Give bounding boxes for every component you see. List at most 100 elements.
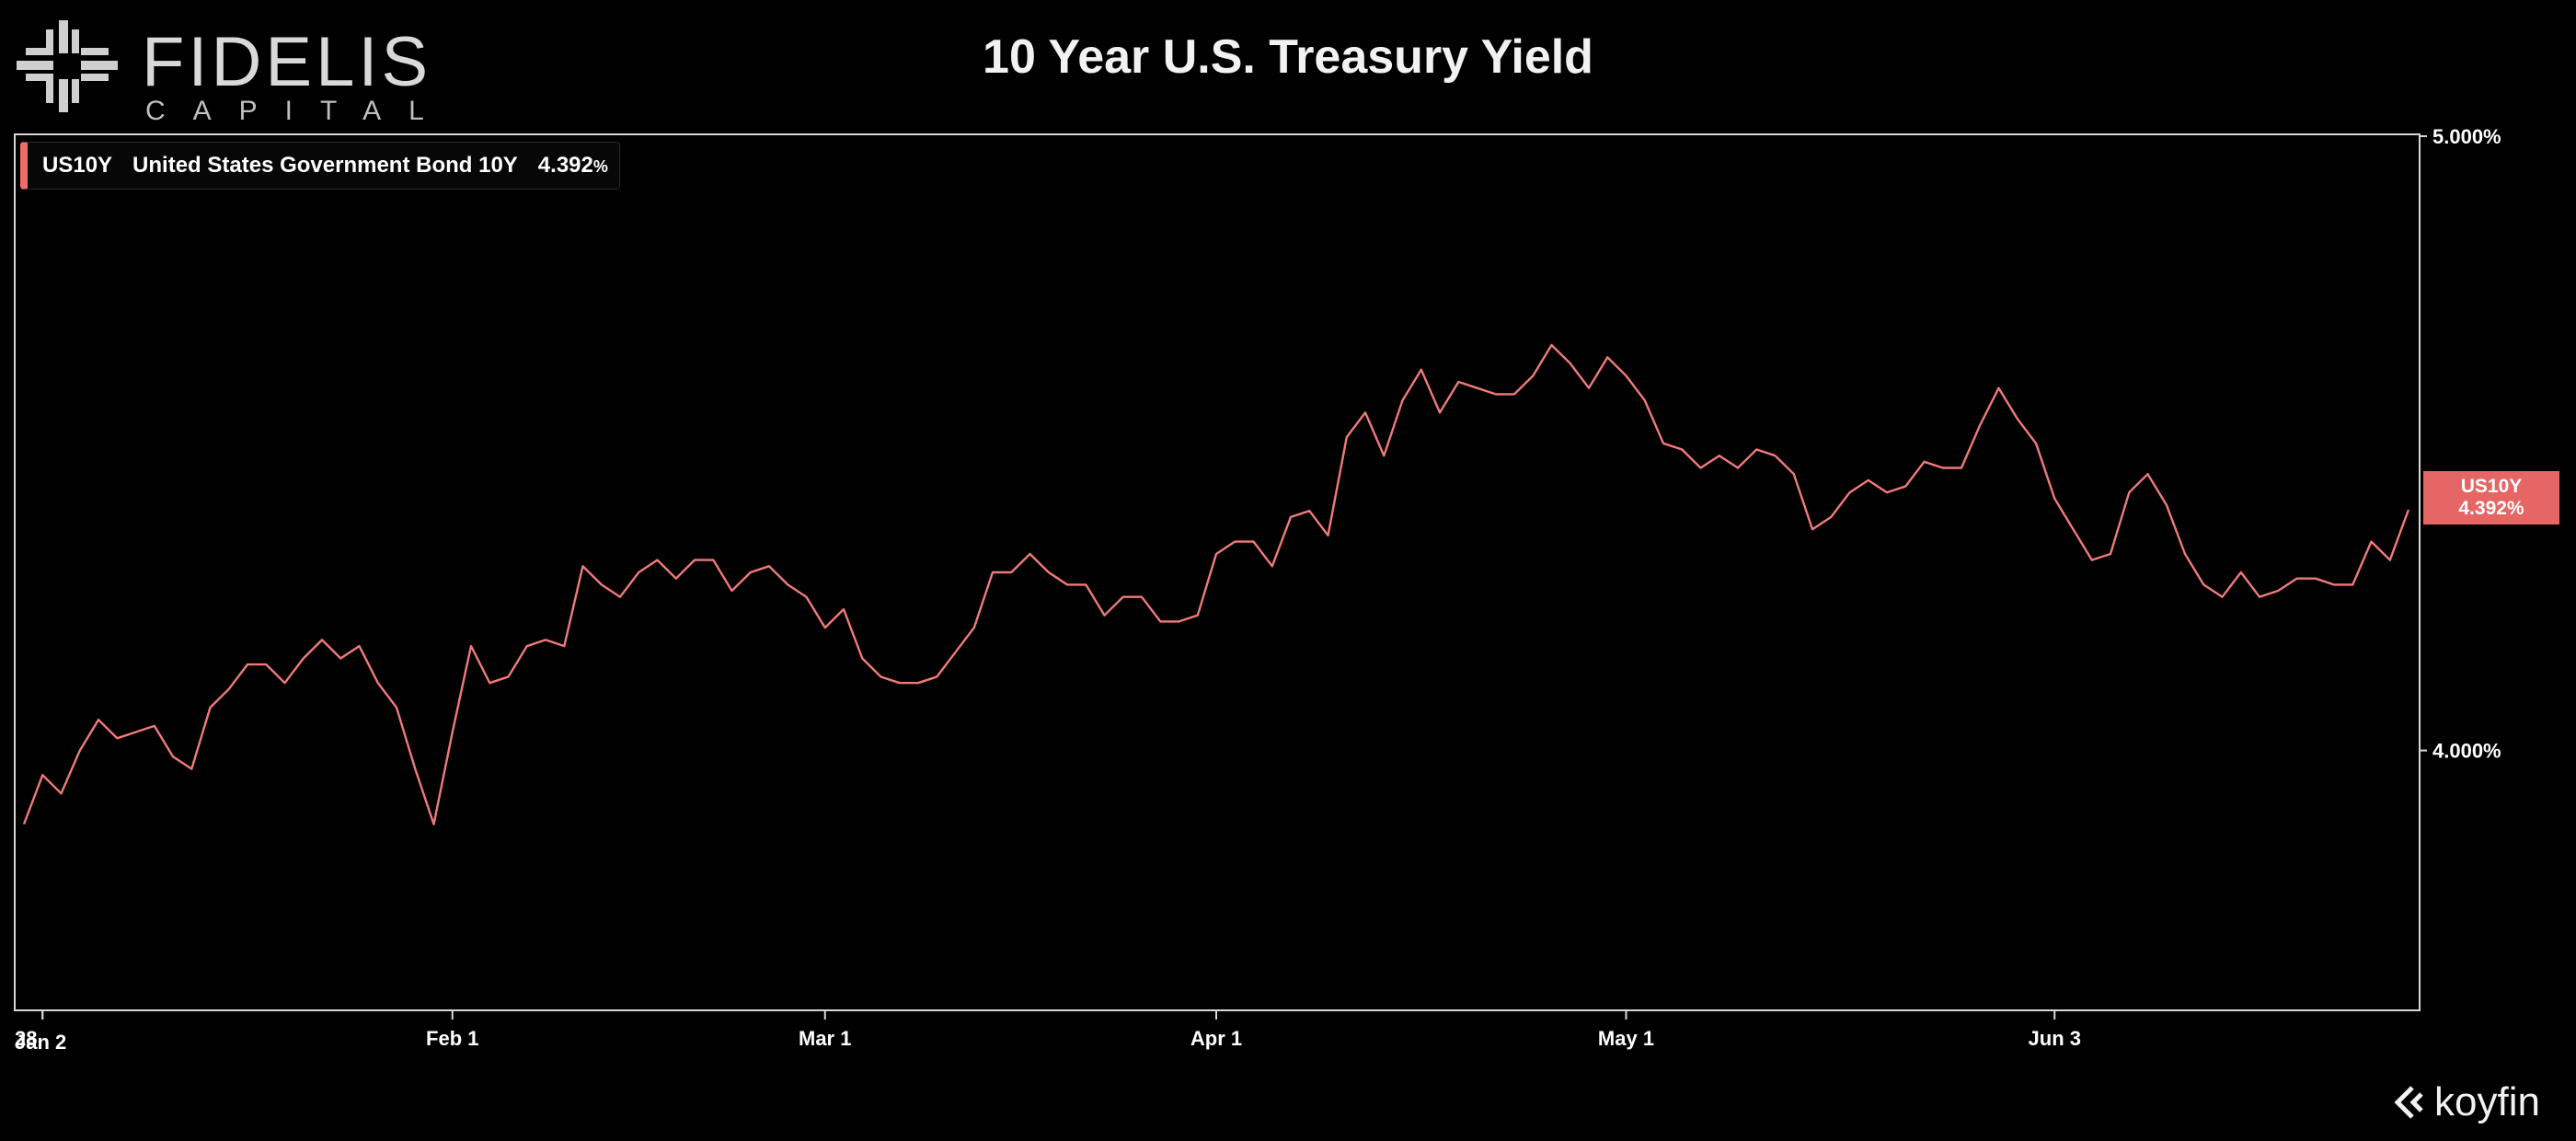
data-point: [209, 706, 213, 709]
data-point: [880, 674, 883, 678]
data-point: [40, 773, 44, 777]
x-tick-label: Apr 1: [1190, 1027, 1242, 1050]
data-point: [22, 823, 26, 826]
data-point: [1662, 442, 1665, 445]
data-point: [283, 681, 287, 685]
data-point: [488, 681, 491, 685]
data-point: [171, 755, 175, 758]
data-point: [1252, 540, 1256, 544]
data-point: [1978, 423, 1982, 427]
data-point: [1923, 460, 1926, 464]
data-point: [2295, 577, 2299, 581]
data-point: [2314, 577, 2317, 581]
data-point: [1829, 515, 1833, 519]
data-point: [2370, 540, 2374, 544]
legend-ticker: US10Y: [42, 153, 113, 178]
data-point: [246, 663, 249, 666]
data-point: [544, 638, 547, 641]
last-tag-ticker: US10Y: [2460, 476, 2523, 497]
data-point: [1997, 386, 2001, 390]
data-point: [264, 663, 268, 666]
data-point: [1643, 398, 1647, 402]
data-point: [97, 718, 100, 721]
data-point: [581, 564, 585, 568]
data-point: [2202, 582, 2205, 586]
data-point: [1736, 467, 1740, 470]
data-point: [2090, 559, 2094, 562]
chart-title: 10 Year U.S. Treasury Yield: [983, 30, 1593, 84]
data-point: [1699, 467, 1703, 470]
data-point: [693, 559, 696, 562]
data-point: [302, 656, 305, 660]
data-point: [2165, 503, 2168, 507]
data-point: [2239, 570, 2243, 574]
data-point: [1456, 380, 1460, 384]
data-point: [767, 564, 771, 568]
data-point: [1550, 343, 1554, 347]
x-tick-label: Mar 1: [799, 1027, 851, 1050]
data-point: [1587, 386, 1591, 390]
legend-value-group: 4.392%: [538, 153, 608, 179]
koyfin-wordmark: koyfin: [2434, 1079, 2540, 1124]
y-tick-label: 4.000%: [2432, 740, 2501, 763]
data-point: [954, 651, 958, 654]
legend-value: 4.392: [537, 153, 593, 178]
data-point: [2407, 508, 2410, 512]
data-point: [1029, 552, 1032, 556]
fidelis-logo: FIDELIS CAPITAL: [13, 15, 436, 125]
data-point: [1382, 454, 1386, 457]
data-point: [1289, 515, 1293, 519]
data-point: [1420, 368, 1423, 372]
data-point: [2351, 582, 2354, 586]
data-point: [451, 731, 454, 734]
data-point: [1680, 447, 1684, 451]
data-point: [1214, 552, 1218, 556]
series-legend[interactable]: US10Y United States Government Bond 10Y …: [20, 142, 620, 190]
data-point: [1903, 485, 1907, 489]
data-point: [1084, 582, 1087, 586]
data-point: [2053, 497, 2056, 501]
legend-unit: %: [592, 157, 608, 176]
x-tick-label: Jun 3: [2029, 1027, 2081, 1050]
data-point: [1754, 447, 1758, 451]
data-point: [78, 749, 82, 753]
data-point: [674, 577, 678, 581]
x-tick-label: Feb 1: [426, 1027, 478, 1050]
data-point: [898, 681, 902, 685]
koyfin-logo-icon: [2394, 1086, 2423, 1119]
data-point: [2183, 552, 2187, 556]
data-point: [413, 767, 417, 771]
data-point: [1233, 540, 1236, 544]
legend-name: United States Government Bond 10Y: [132, 153, 518, 178]
data-point: [320, 638, 324, 641]
data-point: [637, 570, 640, 574]
data-point: [1867, 478, 1870, 482]
data-point: [1307, 509, 1311, 513]
data-point: [1960, 467, 1963, 470]
brand-subtitle: CAPITAL: [145, 96, 452, 126]
data-point: [749, 570, 753, 574]
x-tick-label: Jan 2: [15, 1031, 66, 1054]
data-point: [1047, 570, 1051, 574]
data-point: [358, 644, 362, 648]
data-point: [1196, 614, 1200, 617]
data-point: [134, 731, 138, 734]
data-point: [60, 791, 63, 795]
data-point: [2072, 527, 2076, 531]
data-point: [1569, 362, 1572, 365]
data-point: [2109, 552, 2112, 556]
data-point: [916, 681, 920, 685]
data-point: [2146, 472, 2150, 476]
data-point: [1345, 435, 1349, 439]
data-point: [115, 736, 119, 740]
data-point: [2016, 417, 2019, 421]
data-point: [1512, 392, 1516, 396]
data-point: [860, 656, 864, 660]
data-point: [1718, 454, 1721, 457]
data-point: [2332, 582, 2336, 586]
data-point: [562, 644, 566, 648]
data-point: [600, 582, 604, 586]
data-point: [1271, 564, 1274, 568]
data-point: [805, 595, 809, 599]
